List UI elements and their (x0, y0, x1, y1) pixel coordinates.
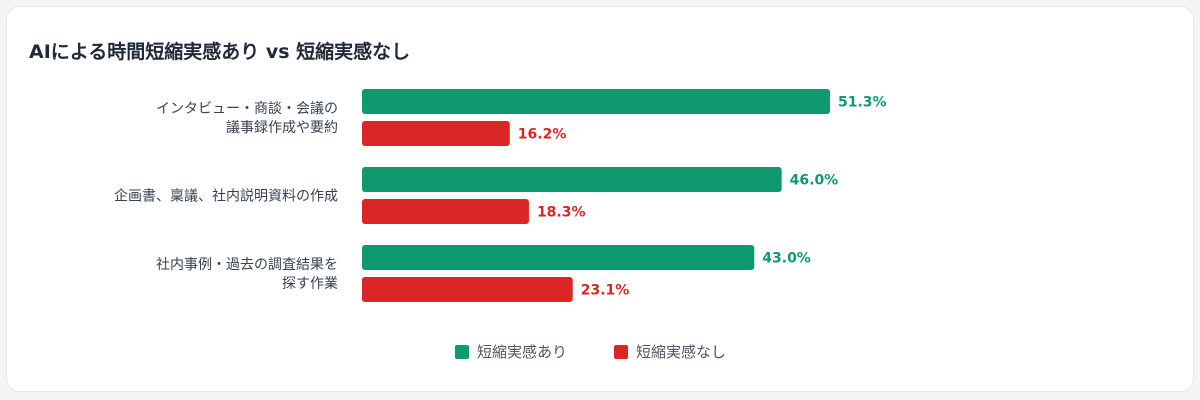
legend-label: 短縮実感あり (477, 343, 567, 361)
bar (362, 167, 782, 192)
legend-label: 短縮実感なし (636, 343, 726, 361)
category-label: 企画書、稟議、社内説明資料の作成 (114, 188, 338, 205)
chart-title: AIによる時間短縮実感あり vs 短縮実感なし (29, 41, 411, 63)
bar-value-label: 18.3% (537, 205, 586, 221)
bar-value-label: 46.0% (790, 173, 839, 189)
bar (362, 277, 573, 302)
legend-swatch (614, 345, 628, 359)
bar-value-label: 43.0% (762, 251, 811, 267)
bar (362, 199, 529, 224)
chart-card: AIによる時間短縮実感あり vs 短縮実感なし (6, 6, 1194, 392)
category-label: 社内事例・過去の調査結果を探す作業 (156, 257, 338, 292)
bar (362, 121, 510, 146)
bar (362, 245, 755, 270)
bar-value-label: 23.1% (581, 283, 630, 299)
bar-value-label: 16.2% (518, 127, 567, 143)
legend-swatch (455, 345, 469, 359)
bar (362, 89, 830, 114)
category-label: インタビュー・商談・会議の議事録作成や要約 (156, 100, 338, 136)
bar-value-label: 51.3% (838, 95, 887, 111)
